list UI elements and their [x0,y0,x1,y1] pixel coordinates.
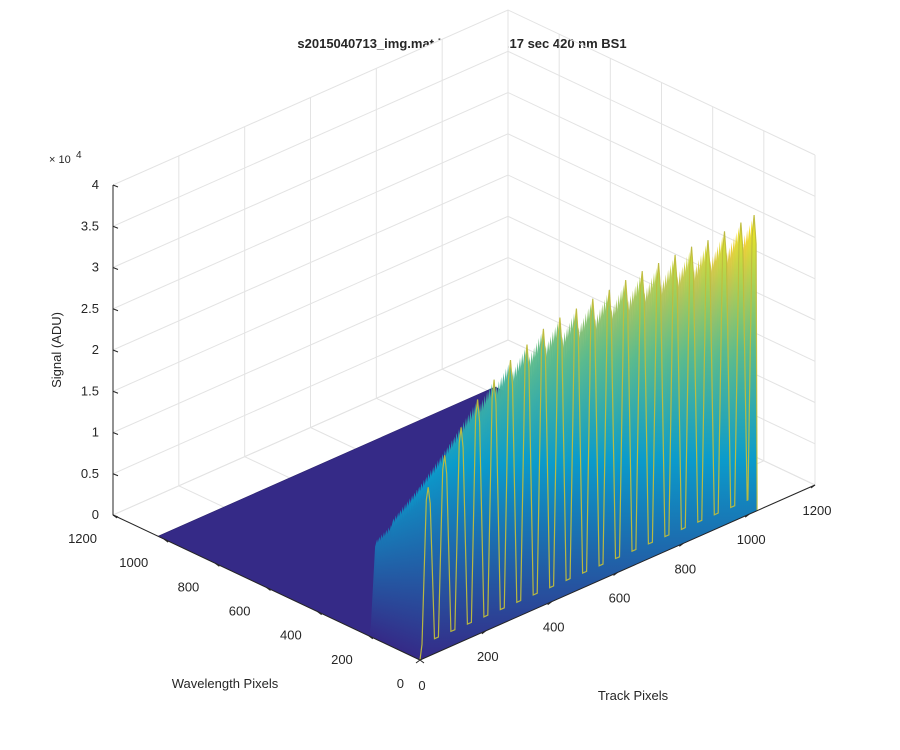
x-tick-label: 1200 [803,503,832,518]
ridge-crest [419,214,758,661]
z-tick-label: 2.5 [81,301,99,316]
x-tick [679,542,684,547]
z-exponent-base: × 10 [49,154,71,166]
z-tick [112,473,119,477]
surface-slice [415,224,753,658]
x-tick [744,513,750,518]
x-tick [415,659,421,664]
z-tick [112,390,119,394]
z-tick-label: 3 [92,260,99,275]
z-grid-line [112,91,816,268]
z-tick-label: 2 [92,342,99,357]
y-tick [163,538,169,543]
y-tick-label: 400 [280,628,302,643]
x-tick-label: 1000 [737,532,766,547]
surface-mesh [157,214,758,661]
z-tick-label: 1.5 [81,383,99,398]
y-tick-label: 200 [331,652,353,667]
x-axis-label: Track Pixels [598,688,669,703]
z-tick [112,267,119,270]
y-tick [317,611,322,616]
y-tick-label: 600 [229,604,251,619]
x-tick-label: 400 [543,620,565,635]
z-tick [112,432,119,435]
y-tick [419,659,425,664]
axis-lines [112,184,816,664]
z-tick-label: 3.5 [81,218,99,233]
x-tick-label: 200 [477,649,499,664]
y-tick-label: 0 [397,676,404,691]
surface-slice [413,229,751,657]
x-tick-label: 600 [609,591,631,606]
y-tick-label: 1200 [68,531,97,546]
y-tick-label: 800 [178,579,200,594]
z-grid-line [112,133,816,310]
x-tick-label: 0 [418,678,425,693]
z-tick-label: 4 [92,177,99,192]
z-axis-label: Signal (ADU) [49,312,64,388]
z-grid-line [112,9,816,186]
z-tick-label: 0 [92,507,99,522]
tick-labels: 0200400600800100012000200400600800100012… [68,177,831,693]
z-tick [112,184,119,188]
z-tick-label: 1 [92,425,99,440]
x-tick [810,484,816,489]
z-tick [112,514,119,518]
y-tick [368,635,374,640]
y-tick [215,562,220,567]
surface-slice [410,234,748,656]
x-tick [547,601,552,606]
x-tick-label: 800 [674,561,696,576]
x-tick [481,630,487,635]
x-tick [613,572,618,576]
y-axis-label: Wavelength Pixels [172,676,279,691]
y-tick [266,587,271,591]
surface-slice [417,220,755,659]
z-tick [112,225,119,229]
z-tick [112,349,119,353]
z-tick [112,308,119,312]
z-tick-label: 0.5 [81,466,99,481]
y-tick-label: 1000 [119,555,148,570]
z-grid-line [112,50,816,227]
z-exponent-power: 4 [76,150,82,161]
